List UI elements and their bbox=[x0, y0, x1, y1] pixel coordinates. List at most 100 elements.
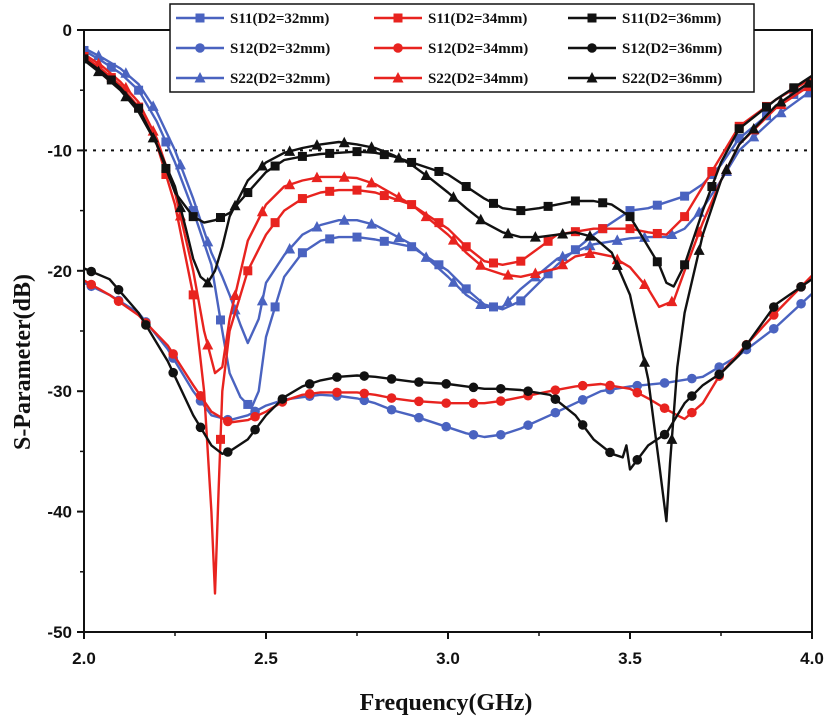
data-point bbox=[570, 245, 580, 255]
data-point bbox=[194, 72, 206, 83]
data-point bbox=[605, 380, 615, 391]
data-point bbox=[243, 266, 253, 276]
legend-entry: S11(D2=36mm) bbox=[568, 11, 721, 27]
data-point bbox=[311, 171, 323, 183]
data-point bbox=[420, 210, 432, 222]
data-point bbox=[543, 236, 553, 246]
data-point bbox=[120, 67, 132, 78]
data-point bbox=[802, 77, 812, 88]
data-point bbox=[195, 422, 206, 433]
y-tick-label: -50 bbox=[47, 623, 72, 642]
data-point bbox=[434, 260, 444, 270]
data-point bbox=[338, 136, 350, 148]
data-point bbox=[311, 220, 323, 232]
data-point bbox=[393, 152, 405, 163]
series-s12-d2-36mm- bbox=[84, 266, 812, 471]
legend-label: S22(D2=34mm) bbox=[428, 71, 528, 87]
data-point bbox=[359, 395, 370, 406]
data-point bbox=[161, 137, 171, 147]
data-point bbox=[134, 103, 144, 113]
data-point bbox=[632, 455, 643, 465]
data-point bbox=[195, 390, 206, 401]
data-point bbox=[734, 133, 744, 143]
data-point bbox=[447, 234, 459, 245]
data-point bbox=[489, 258, 498, 268]
data-point bbox=[393, 43, 403, 53]
data-point bbox=[611, 259, 623, 270]
data-point bbox=[768, 310, 779, 320]
data-point bbox=[407, 242, 417, 252]
data-point bbox=[611, 234, 623, 245]
data-point bbox=[256, 205, 268, 217]
y-tick-label: -40 bbox=[47, 503, 72, 522]
data-point bbox=[502, 227, 514, 239]
data-point bbox=[270, 161, 280, 171]
data-point bbox=[632, 387, 643, 398]
data-point bbox=[229, 199, 241, 211]
data-point bbox=[325, 148, 335, 158]
data-point bbox=[557, 250, 569, 262]
legend-entry: S12(D2=34mm) bbox=[374, 41, 528, 57]
data-point bbox=[270, 218, 280, 228]
data-point bbox=[338, 171, 350, 182]
legend-entry: S11(D2=32mm) bbox=[176, 11, 329, 27]
series-line bbox=[84, 57, 812, 288]
y-tick-label: -30 bbox=[47, 382, 72, 401]
x-tick-label: 4.0 bbox=[800, 649, 824, 668]
data-point bbox=[441, 379, 451, 389]
data-point bbox=[325, 186, 335, 196]
data-point bbox=[434, 218, 444, 228]
data-point bbox=[86, 279, 97, 290]
legend-entry: S12(D2=36mm) bbox=[568, 41, 722, 57]
data-point bbox=[332, 372, 342, 382]
data-point bbox=[577, 395, 588, 405]
data-point bbox=[297, 248, 307, 258]
data-point bbox=[666, 433, 678, 444]
data-point bbox=[352, 232, 362, 242]
data-point bbox=[441, 398, 451, 408]
series-line bbox=[84, 47, 812, 345]
data-point bbox=[652, 228, 662, 238]
data-point bbox=[229, 289, 241, 300]
data-point bbox=[748, 122, 760, 134]
data-point bbox=[379, 236, 389, 246]
data-point bbox=[461, 284, 471, 294]
data-point bbox=[441, 421, 451, 432]
data-point bbox=[202, 235, 214, 247]
data-point bbox=[297, 151, 307, 161]
data-point bbox=[659, 378, 670, 388]
data-point bbox=[789, 83, 799, 93]
data-point bbox=[707, 166, 717, 176]
data-point bbox=[502, 269, 514, 280]
data-point bbox=[447, 276, 459, 287]
data-point bbox=[202, 339, 214, 350]
data-point bbox=[659, 429, 670, 440]
data-point bbox=[393, 13, 403, 23]
data-point bbox=[250, 424, 260, 435]
data-point bbox=[84, 54, 89, 64]
data-point bbox=[489, 198, 498, 208]
legend-label: S11(D2=34mm) bbox=[428, 11, 527, 27]
data-point bbox=[256, 160, 268, 171]
x-axis-title: Frequency(GHz) bbox=[360, 690, 533, 716]
data-point bbox=[550, 385, 561, 395]
data-point bbox=[304, 389, 315, 399]
x-tick-label: 3.5 bbox=[618, 649, 642, 668]
data-point bbox=[587, 43, 597, 53]
data-point bbox=[216, 434, 225, 444]
data-point bbox=[666, 295, 678, 307]
data-point bbox=[113, 284, 124, 295]
data-point bbox=[768, 302, 779, 312]
data-point bbox=[666, 228, 678, 240]
legend-entry: S22(D2=32mm) bbox=[176, 71, 330, 87]
data-point bbox=[625, 206, 635, 216]
data-point bbox=[434, 166, 444, 176]
data-point bbox=[250, 411, 260, 422]
data-point bbox=[366, 176, 378, 188]
data-point bbox=[359, 371, 370, 381]
data-point bbox=[748, 130, 760, 142]
data-point bbox=[502, 295, 514, 307]
series-s11-d2-34mm- bbox=[84, 51, 812, 595]
data-point bbox=[168, 367, 178, 378]
data-point bbox=[775, 96, 787, 107]
